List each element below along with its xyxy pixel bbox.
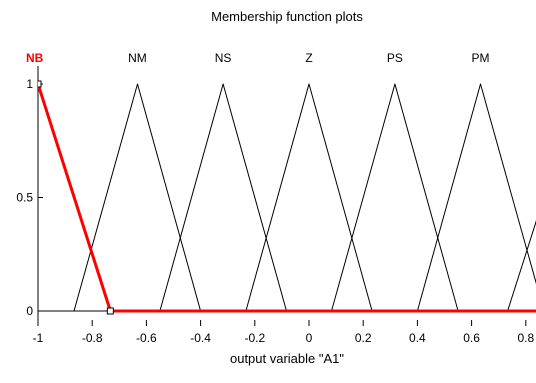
- x-tick-label: 0.4: [409, 331, 426, 345]
- series-ps-curve: [331, 83, 459, 312]
- series-nb-vertex[interactable]: [106, 307, 114, 315]
- x-tick-label: -0.6: [136, 331, 157, 345]
- series-ns-curve: [159, 83, 287, 312]
- series-pm-curve: [416, 83, 536, 312]
- y-axis-ticks: 00.51: [16, 77, 43, 318]
- series-nb-curve: [38, 83, 112, 312]
- membership-curves: [35, 80, 536, 315]
- y-tick-label: 1: [26, 77, 33, 91]
- x-tick-label: 0.6: [463, 331, 480, 345]
- mf-label-nm: NM: [128, 51, 147, 65]
- y-tick-label: 0.5: [16, 191, 33, 205]
- x-tick-label: 0: [306, 331, 313, 345]
- series-pb-curve: [507, 220, 536, 312]
- series-nm-curve: [73, 83, 202, 312]
- x-axis-ticks: -1 -0.8 -0.6 -0.4 -0.2 0 0.2 0.4 0.6 0.8: [33, 320, 534, 345]
- x-axis-label: output variable "A1": [230, 351, 344, 366]
- mf-label-ps: PS: [387, 51, 403, 65]
- x-tick-label: 0.8: [517, 331, 534, 345]
- chart-title: Membership function plots: [211, 9, 363, 24]
- mf-label-z: Z: [305, 51, 312, 65]
- series-z-curve: [245, 83, 373, 312]
- x-tick-label: 0.2: [355, 331, 372, 345]
- y-tick-label: 0: [26, 304, 33, 318]
- x-tick-label: -0.4: [190, 331, 211, 345]
- x-tick-label: -0.8: [82, 331, 103, 345]
- mf-label-pm: PM: [472, 51, 490, 65]
- mf-label-nb: NB: [26, 51, 44, 65]
- x-tick-label: -0.2: [244, 331, 265, 345]
- series-nb-vertex[interactable]: [35, 80, 42, 88]
- membership-labels: NB NM NS Z PS PM: [26, 51, 490, 65]
- x-tick-label: -1: [33, 331, 44, 345]
- mf-label-ns: NS: [215, 51, 232, 65]
